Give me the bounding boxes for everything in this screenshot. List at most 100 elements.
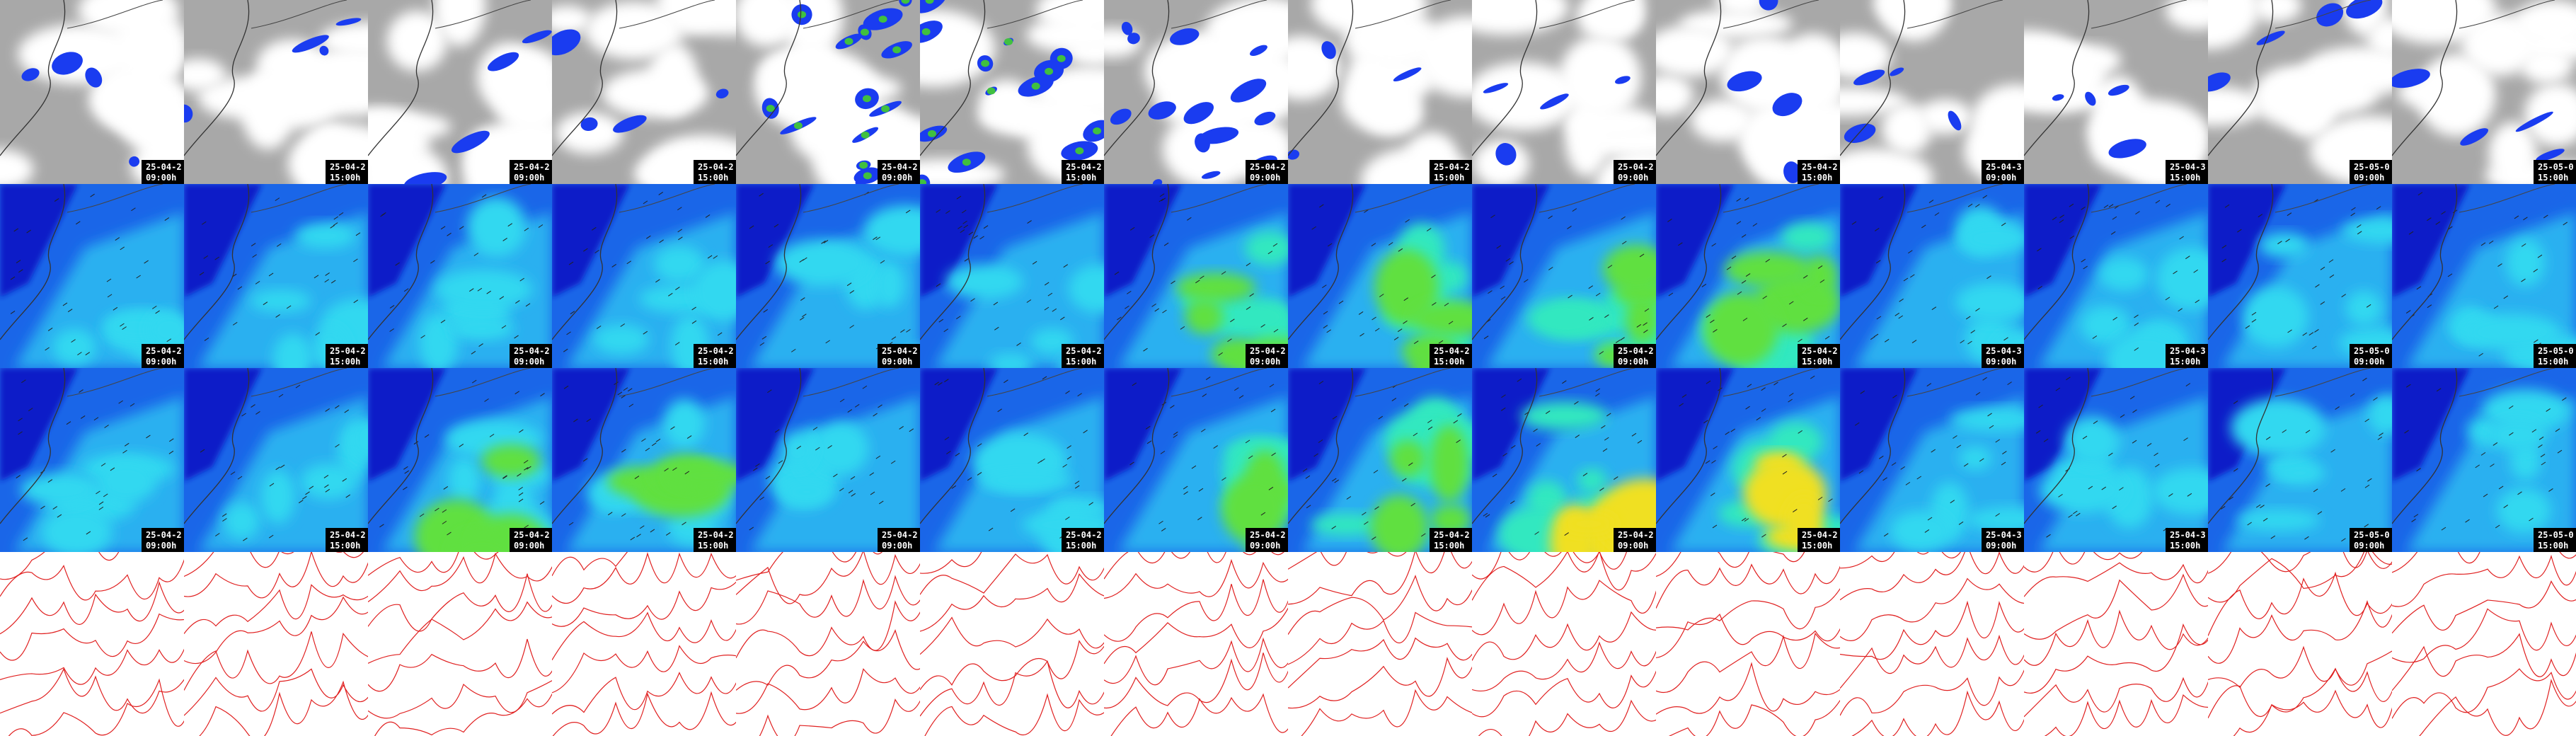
wind-barb — [1953, 435, 1957, 439]
field-blob — [874, 261, 905, 309]
wind-barb — [1995, 439, 2001, 443]
wind-barb — [1548, 267, 1553, 270]
wind-barb — [1711, 243, 1716, 247]
wind-barb — [1967, 340, 1972, 345]
wind-barb — [815, 447, 820, 451]
field-blob — [52, 328, 97, 366]
wind-barb — [2329, 274, 2335, 278]
contour — [736, 575, 920, 625]
wind-barb — [1678, 242, 1683, 246]
precip — [2052, 94, 2064, 101]
wind-barb — [621, 394, 626, 398]
stamp-time: 09:00h — [882, 173, 912, 183]
precip — [1183, 102, 1214, 125]
stamp-time: 15:00h — [1802, 173, 1832, 183]
map-panel: 25-05-009:00h — [2208, 368, 2392, 552]
wind-barb — [1159, 193, 1165, 197]
wind-barb — [2265, 436, 2271, 440]
wind-barb — [2287, 212, 2292, 217]
field-north — [1288, 184, 1366, 297]
wind-barb — [1644, 308, 1650, 312]
wind-barb — [2376, 206, 2381, 210]
wind-barb — [345, 494, 351, 498]
wind-barb — [1736, 197, 1741, 202]
wind-barb — [988, 527, 994, 531]
wind-barb — [1117, 316, 1122, 321]
map-panel — [2392, 552, 2576, 736]
wind-barb — [630, 536, 636, 541]
wind-barb — [1187, 217, 1192, 221]
wind-barb — [682, 522, 686, 526]
border — [1171, 368, 1267, 397]
stamp-time: 15:00h — [2538, 173, 2568, 183]
wind-barb — [753, 467, 758, 471]
wind-barb — [1413, 432, 1418, 437]
wind-barb — [1710, 493, 1715, 496]
stamp-time: 09:00h — [1986, 541, 2016, 551]
stamp-bg — [1614, 344, 1656, 368]
wind-barb — [18, 431, 23, 435]
wind-barb — [502, 476, 507, 479]
wind-barb — [1679, 403, 1684, 407]
border — [2091, 368, 2187, 397]
wind-barb — [873, 413, 878, 417]
stamp-bg — [2350, 344, 2392, 368]
wind-barb — [222, 518, 227, 522]
border — [1907, 368, 2003, 397]
wind-barb — [2328, 259, 2334, 263]
wind-barb — [2092, 335, 2098, 339]
map-panel — [736, 0, 920, 184]
precip — [1152, 179, 1163, 184]
contour — [1288, 657, 1472, 709]
wind-barb — [1421, 533, 1426, 537]
wind-barb — [1456, 439, 1461, 443]
wind-barb — [849, 290, 855, 294]
wind-barb — [2003, 337, 2008, 341]
field-north — [184, 368, 262, 481]
wind-barb — [1060, 316, 1065, 321]
wind-barb — [222, 513, 227, 517]
wind-barb — [677, 207, 682, 211]
coastline — [736, 368, 802, 524]
field-blob — [1311, 513, 1384, 536]
wind-barb — [960, 229, 965, 234]
wind-barb — [573, 418, 578, 422]
stamp-date: 25-04-2 — [882, 530, 918, 540]
wind-barb — [481, 194, 487, 198]
field-north — [2024, 368, 2102, 481]
wind-barb — [1151, 303, 1156, 307]
wind-barb — [878, 500, 884, 505]
coastline — [1656, 0, 1722, 156]
wind-barb — [2088, 485, 2093, 490]
wind-barb — [1426, 228, 1432, 231]
wind-barb — [518, 498, 524, 502]
wind-barb — [614, 381, 619, 386]
contour — [2233, 689, 2392, 736]
wind-barb — [18, 269, 23, 273]
wind-barb — [2135, 211, 2140, 215]
field-blob — [2099, 257, 2149, 292]
precip-core — [928, 130, 937, 137]
map-panel — [1104, 552, 1288, 736]
precip — [21, 68, 40, 81]
wind-barb — [878, 404, 882, 408]
cloud-gap — [1918, 99, 1972, 134]
wind-barb — [2059, 214, 2064, 219]
coastline — [368, 184, 434, 340]
wind-barb — [1737, 291, 1742, 295]
coastline — [1288, 368, 1354, 524]
stamp-bg — [694, 160, 736, 184]
wind-barb — [655, 438, 661, 442]
field-north — [552, 368, 630, 481]
contour — [184, 631, 368, 691]
wind-barb — [934, 381, 939, 386]
stamp-date: 25-05-0 — [2538, 530, 2574, 540]
wind-barb — [833, 473, 838, 478]
wind-barb — [435, 507, 439, 512]
precip — [292, 35, 329, 53]
contour — [2024, 677, 2208, 718]
wind-barb — [1970, 330, 1976, 334]
wind-barb — [2037, 286, 2042, 289]
contour — [2392, 554, 2576, 607]
